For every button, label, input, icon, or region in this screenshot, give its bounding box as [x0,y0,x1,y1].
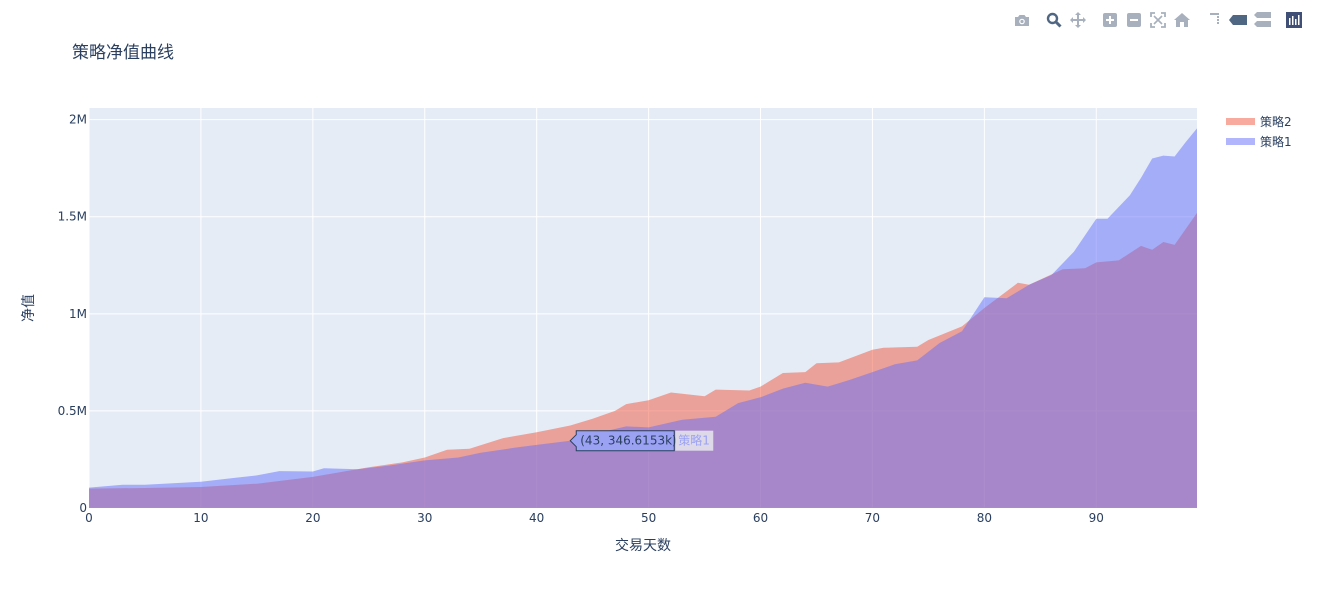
x-tick-label: 60 [753,511,768,525]
legend-swatch[interactable] [1226,118,1255,125]
legend-label[interactable]: 策略2 [1260,114,1292,129]
camera-icon[interactable] [1010,10,1034,30]
y-tick-label: 0 [79,501,87,515]
legend-label[interactable]: 策略1 [1260,134,1292,149]
hover-label-text: (43, 346.6153k) [580,434,676,448]
zoom-out-icon[interactable] [1122,10,1146,30]
x-tick-label: 0 [85,511,93,525]
y-axis-title: 净值 [21,294,37,322]
hover-compare-icon[interactable] [1250,10,1274,30]
spike-lines-icon[interactable] [1202,10,1226,30]
x-tick-label: 10 [193,511,208,525]
hover-closest-icon[interactable] [1226,10,1250,30]
x-tick-label: 80 [977,511,992,525]
autoscale-icon[interactable] [1146,10,1170,30]
x-tick-label: 90 [1089,511,1104,525]
hover-series-name-box [675,430,714,451]
y-tick-label: 0.5M [58,404,87,418]
y-tick-label: 2M [69,113,87,127]
y-tick-label: 1.5M [58,210,87,224]
series-layer [89,128,1197,508]
legend-swatch[interactable] [1226,138,1255,145]
x-tick-label: 40 [529,511,544,525]
area-series-2[interactable] [89,128,1197,508]
pan-icon[interactable] [1066,10,1090,30]
zoom-icon[interactable] [1042,10,1066,30]
plotly-logo-icon[interactable] [1282,10,1306,30]
modebar [1010,10,1306,30]
hover-tooltip: (43, 346.6153k) 策略1 [569,430,714,452]
y-tick-label: 1M [69,307,87,321]
x-tick-label: 70 [865,511,880,525]
x-tick-label: 30 [417,511,432,525]
hover-label-box [569,430,675,452]
x-tick-label: 50 [641,511,656,525]
chart-title: 策略净值曲线 [72,43,174,63]
x-axis-title: 交易天数 [615,537,671,554]
reset-axes-icon[interactable] [1170,10,1194,30]
zoom-in-icon[interactable] [1098,10,1122,30]
tick-labels: 0 10 20 30 40 50 60 70 80 90 0 0.5M 1M 1.5M 2M [58,113,1104,525]
hover-series-name: 策略1 [678,433,710,448]
x-tick-label: 20 [305,511,320,525]
